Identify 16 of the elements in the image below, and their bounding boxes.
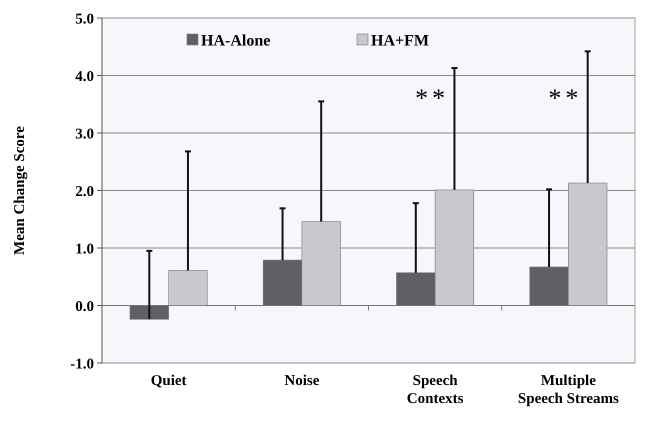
y-tick-label: 1.0 [75, 241, 94, 258]
legend-label: HA+FM [371, 32, 429, 50]
annotation: ** [415, 83, 450, 112]
y-tick-label: 3.0 [75, 126, 94, 142]
y-tick-label: 4.0 [75, 68, 94, 85]
y-tick-label: 5.0 [75, 11, 94, 28]
x-tick-label: Noise [284, 373, 320, 389]
x-tick-label: Quiet [150, 373, 187, 389]
x-tick-label: Speech Contexts [406, 373, 464, 407]
y-tick-label: 2.0 [75, 184, 94, 200]
x-tick-label: Multiple Speech Streams [518, 373, 620, 407]
legend-label: HA-Alone [201, 32, 270, 50]
y-axis-title: Mean Change Score [12, 126, 28, 255]
y-tick-label: 0.0 [75, 298, 94, 315]
y-tick-label: -1.0 [70, 356, 94, 372]
annotation: ** [548, 83, 582, 112]
